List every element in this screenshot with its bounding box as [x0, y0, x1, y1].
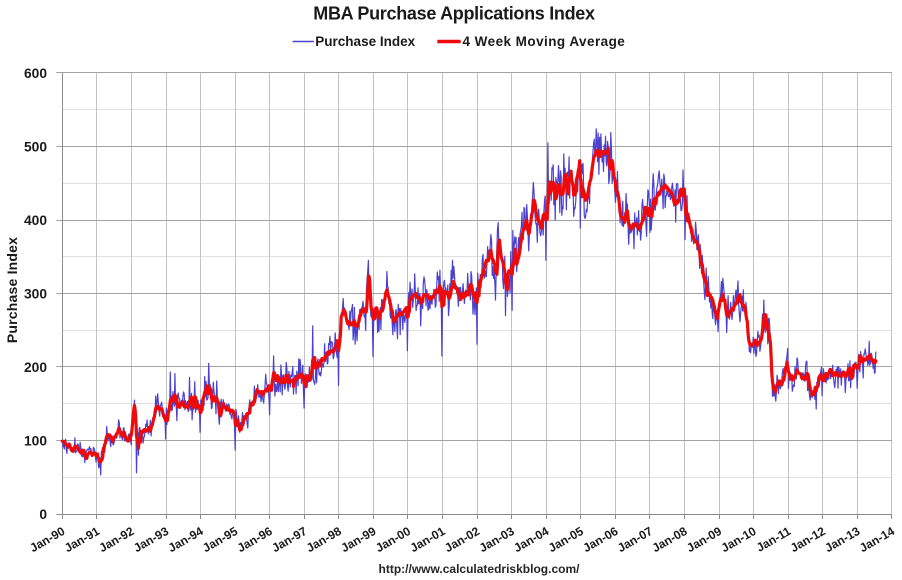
- svg-text:100: 100: [24, 434, 47, 449]
- svg-text:Purchase Index: Purchase Index: [315, 34, 415, 49]
- svg-text:Purchase Index: Purchase Index: [4, 237, 20, 343]
- svg-text:200: 200: [24, 360, 47, 375]
- svg-text:500: 500: [24, 140, 47, 155]
- svg-text:4 Week Moving Average: 4 Week Moving Average: [463, 34, 626, 49]
- svg-text:MBA Purchase Applications Inde: MBA Purchase Applications Index: [313, 4, 595, 24]
- svg-text:300: 300: [24, 287, 47, 302]
- svg-text:400: 400: [24, 213, 47, 228]
- svg-text:http://www.calculatedriskblog.: http://www.calculatedriskblog.com/: [379, 562, 581, 576]
- svg-text:0: 0: [39, 507, 47, 522]
- svg-text:600: 600: [24, 66, 47, 81]
